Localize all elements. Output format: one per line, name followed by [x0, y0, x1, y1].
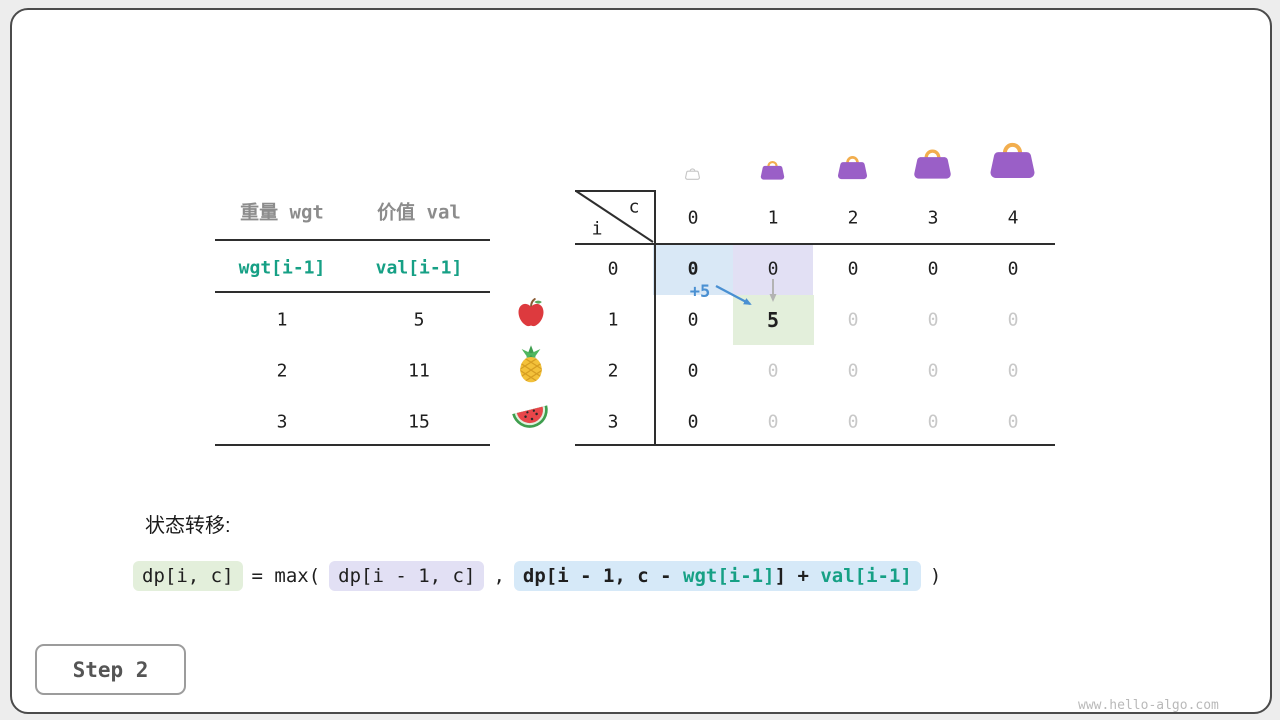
formula-arg2-pre: dp[i - 1, c - [522, 565, 684, 587]
dp-cell-0-1: 0 [767, 258, 779, 280]
dp-col-header-0: 0 [687, 207, 699, 229]
dp-col-header-1: 1 [767, 207, 779, 229]
items-table-line-mid [215, 291, 490, 293]
handbag-icon [914, 149, 951, 179]
items-var-wgt: wgt[i-1] [238, 257, 326, 279]
plus-value-annotation: +5 [689, 282, 711, 302]
dp-cell-3-4: 0 [1007, 411, 1019, 433]
figure-card [10, 8, 1272, 714]
dp-col-header-3: 3 [927, 207, 939, 229]
dp-cell-2-2: 0 [847, 360, 859, 382]
apple-icon [518, 298, 544, 327]
item-row-weight: 1 [276, 309, 288, 331]
dp-header-underline [575, 243, 1055, 245]
handbag-icon [990, 142, 1035, 178]
dp-cell-0-0: 0 [687, 258, 699, 280]
formula-arg2-val: val[i-1] [820, 565, 912, 587]
dp-cell-0-4: 0 [1007, 258, 1019, 280]
dp-corner-col-var: c [628, 196, 640, 218]
watermelon-icon [512, 405, 548, 428]
formula-arg2-mid: ] + [774, 565, 821, 587]
dp-cell-2-3: 0 [927, 360, 939, 382]
dp-cell-1-3: 0 [927, 309, 939, 331]
state-transition-formula: dp[i, c] = max( dp[i - 1, c] , dp[i - 1,… [133, 561, 950, 591]
dp-cell-3-0: 0 [687, 411, 699, 433]
step-badge-label: Step 2 [72, 657, 149, 682]
dp-corner-row-var: i [591, 218, 603, 240]
item-row-value: 5 [413, 309, 425, 331]
dp-corner-top-line [575, 190, 655, 192]
dp-col-header-2: 2 [847, 207, 859, 229]
dp-row-header-3: 3 [607, 411, 619, 433]
dp-cell-1-0: 0 [687, 309, 699, 331]
items-table-line-bottom [215, 444, 490, 446]
formula-close-paren: ) [929, 565, 942, 587]
dp-vertical-line [654, 190, 656, 446]
watermark: www.hello-algo.com [1078, 698, 1219, 713]
item-row-value: 11 [408, 360, 430, 382]
dp-cell-0-2: 0 [847, 258, 859, 280]
formula-comma: , [493, 565, 505, 587]
dp-row-header-0: 0 [607, 258, 619, 280]
dp-cell-0-3: 0 [927, 258, 939, 280]
formula-arg2-chip: dp[i - 1, c - wgt[i-1]] + val[i-1] [513, 561, 921, 591]
dp-cell-1-2: 0 [847, 309, 859, 331]
dp-cell-3-1: 0 [767, 411, 779, 433]
items-var-val: val[i-1] [375, 257, 463, 279]
formula-arg2-wgt: wgt[i-1] [683, 565, 775, 587]
state-transition-label: 状态转移: [145, 515, 231, 537]
step-badge: Step 2 [35, 644, 186, 695]
dp-cell-1-4: 0 [1007, 309, 1019, 331]
dp-cell-2-1: 0 [767, 360, 779, 382]
item-row-weight: 3 [276, 411, 288, 433]
formula-arg1-chip: dp[i - 1, c] [329, 561, 485, 591]
dp-cell-1-1: 5 [766, 308, 780, 332]
formula-eq-max: = max( [251, 565, 321, 587]
dp-row-header-2: 2 [607, 360, 619, 382]
dp-bottom-line [575, 444, 1055, 446]
formula-lhs-chip: dp[i, c] [133, 561, 243, 591]
dp-cell-2-0: 0 [687, 360, 699, 382]
handbag-outline-icon [685, 168, 700, 180]
pineapple-icon [520, 345, 542, 383]
items-header-weight: 重量 wgt [240, 201, 324, 224]
handbag-icon [838, 156, 867, 180]
item-row-weight: 2 [276, 360, 288, 382]
dp-cell-3-3: 0 [927, 411, 939, 433]
dp-col-header-4: 4 [1007, 207, 1019, 229]
items-table-line-top [215, 239, 490, 241]
item-row-value: 15 [408, 411, 430, 433]
items-header-value: 价值 val [377, 201, 461, 224]
dp-cell-2-4: 0 [1007, 360, 1019, 382]
dp-row-header-1: 1 [607, 309, 619, 331]
handbag-icon [760, 161, 785, 180]
dp-cell-3-2: 0 [847, 411, 859, 433]
